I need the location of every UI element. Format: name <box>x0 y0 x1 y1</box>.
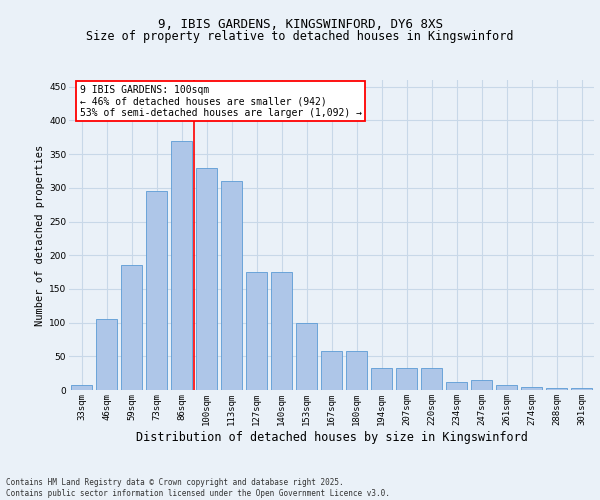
Bar <box>521 386 542 390</box>
Text: Contains HM Land Registry data © Crown copyright and database right 2025.
Contai: Contains HM Land Registry data © Crown c… <box>6 478 390 498</box>
Bar <box>471 380 492 390</box>
Bar <box>321 351 342 390</box>
X-axis label: Distribution of detached houses by size in Kingswinford: Distribution of detached houses by size … <box>136 430 527 444</box>
Text: Size of property relative to detached houses in Kingswinford: Size of property relative to detached ho… <box>86 30 514 43</box>
Bar <box>346 351 367 390</box>
Bar <box>296 322 317 390</box>
Bar <box>371 368 392 390</box>
Bar <box>121 266 142 390</box>
Bar <box>396 368 417 390</box>
Bar <box>221 181 242 390</box>
Bar <box>271 272 292 390</box>
Bar <box>421 368 442 390</box>
Bar <box>71 384 92 390</box>
Bar <box>196 168 217 390</box>
Text: 9 IBIS GARDENS: 100sqm
← 46% of detached houses are smaller (942)
53% of semi-de: 9 IBIS GARDENS: 100sqm ← 46% of detached… <box>79 84 361 118</box>
Bar <box>546 388 567 390</box>
Bar <box>571 388 592 390</box>
Y-axis label: Number of detached properties: Number of detached properties <box>35 144 45 326</box>
Bar <box>96 319 117 390</box>
Bar <box>146 191 167 390</box>
Text: 9, IBIS GARDENS, KINGSWINFORD, DY6 8XS: 9, IBIS GARDENS, KINGSWINFORD, DY6 8XS <box>157 18 443 30</box>
Bar <box>246 272 267 390</box>
Bar <box>446 382 467 390</box>
Bar <box>496 384 517 390</box>
Bar <box>171 140 192 390</box>
